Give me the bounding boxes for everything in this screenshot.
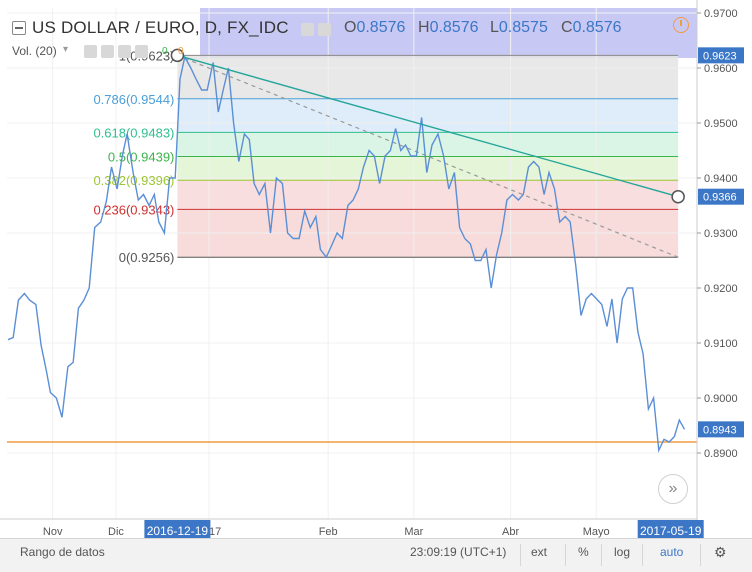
double-chevron-right-icon[interactable]: » (658, 474, 688, 504)
more-icon[interactable] (135, 45, 148, 58)
y-highlight-box (698, 47, 744, 64)
price-line (7, 55, 686, 453)
separator (565, 544, 566, 566)
fib-zone (177, 180, 679, 210)
ohlc-key: C (561, 19, 573, 36)
auto-toggle[interactable]: auto (660, 545, 684, 559)
log-toggle[interactable]: log (614, 545, 631, 559)
close-icon[interactable] (118, 45, 131, 58)
x-highlight-label: 2016-12-19 (147, 524, 209, 538)
fib-zone (177, 55, 679, 99)
header-band (200, 8, 697, 58)
y-highlight-label: 0.8943 (703, 424, 737, 436)
x-tick-label: Abr (502, 526, 519, 538)
ohlc-value: 0.8576 (429, 19, 479, 36)
y-tick-label: 0.9400 (704, 173, 738, 185)
fib-zone (177, 98, 679, 133)
x-highlight-box (637, 520, 704, 538)
settings-icon[interactable] (318, 23, 331, 36)
gear-icon[interactable]: ⚙ (714, 544, 727, 560)
fib-level-label: 0(0.9256) (119, 250, 175, 265)
percent-toggle[interactable]: % (578, 545, 589, 559)
date-range-button[interactable]: Rango de datos (20, 545, 105, 559)
ohlc-close: C0.8576 (561, 19, 622, 37)
x-tick-label: Feb (319, 526, 338, 538)
y-tick-label: 0.9300 (704, 228, 738, 240)
x-tick-label: Dic (108, 526, 124, 538)
x-highlight-box (144, 520, 211, 538)
clock-icon[interactable] (673, 17, 689, 33)
ext-toggle[interactable]: ext (531, 545, 548, 559)
x-tick-label: Mayo (583, 526, 610, 538)
symbol-title: US DOLLAR / EURO, D, FX_IDC (32, 18, 289, 37)
y-tick-label: 0.9600 (704, 63, 738, 75)
fib-level-label: 0.236(0.9343) (93, 202, 174, 217)
y-tick-label: 0.9500 (704, 118, 738, 130)
y-tick-label: 0.9100 (704, 338, 738, 350)
trend-line-handle-start (170, 48, 185, 63)
x-highlight-label: 2017-05-19 (640, 524, 702, 538)
ohlc-value: 0.8576 (572, 19, 622, 36)
ohlc-open: O0.8576 (344, 19, 405, 37)
clock-time[interactable]: 23:09:19 (UTC+1) (410, 545, 507, 559)
ohlc-high: H0.8576 (418, 19, 479, 37)
fib-diagonal (177, 54, 679, 258)
y-highlight-box (698, 421, 744, 438)
ohlc-key: L (490, 19, 499, 36)
y-highlight-box (698, 188, 744, 205)
volume-value: 0 (178, 46, 184, 57)
bottom-toolbar: Rango de datos 23:09:19 (UTC+1) ext % lo… (0, 538, 752, 572)
ohlc-key: H (418, 19, 430, 36)
volume-value: 0 (162, 46, 168, 57)
settings-icon[interactable] (101, 45, 114, 58)
chevron-down-icon[interactable]: ▾ (63, 44, 69, 55)
x-tick-label: Nov (43, 526, 63, 538)
x-tick-label: Mar (404, 526, 423, 538)
fib-level-label: 0.5(0.9439) (108, 150, 175, 165)
ohlc-value: 0.8576 (356, 19, 406, 36)
eye-icon[interactable] (84, 45, 97, 58)
separator (700, 544, 701, 566)
fib-level-label: 0.618(0.9483) (93, 125, 174, 140)
fib-zone (177, 132, 679, 157)
y-highlight-label: 0.9366 (703, 192, 737, 204)
y-tick-label: 0.9700 (704, 8, 738, 20)
trend-line (177, 54, 679, 198)
volume-label: Vol. (20) (12, 44, 57, 58)
ohlc-key: O (344, 19, 357, 36)
ohlc-value: 0.8575 (498, 19, 548, 36)
fib-level-label: 0.786(0.9544) (93, 92, 174, 107)
y-tick-label: 0.8900 (704, 448, 738, 460)
y-tick-label: 0.9200 (704, 283, 738, 295)
ohlc-low: L0.8575 (490, 19, 548, 37)
eye-icon[interactable] (301, 23, 314, 36)
y-highlight-label: 0.9623 (703, 50, 737, 62)
collapse-icon[interactable] (12, 21, 26, 35)
separator (520, 544, 521, 566)
separator (601, 544, 602, 566)
y-tick-label: 0.9000 (704, 393, 738, 405)
separator (642, 544, 643, 566)
trend-line-handle-end (671, 189, 685, 204)
